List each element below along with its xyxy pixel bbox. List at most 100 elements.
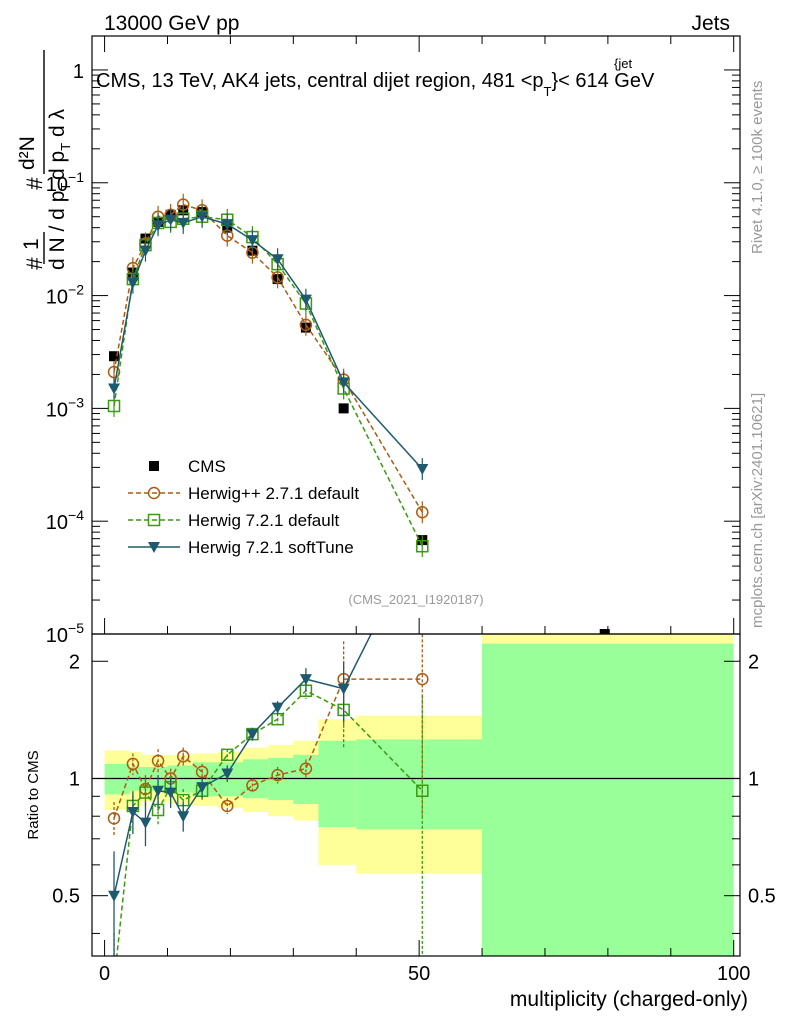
herwigpp-point: [299, 318, 313, 332]
herwig7-softtune-point: [177, 811, 190, 823]
y-tick-label-ratio-right: 0.5: [748, 886, 776, 908]
herwig7-softtune-point: [416, 464, 429, 476]
y-tick-label-ratio-right: 2: [748, 651, 759, 673]
herwigpp-point: [416, 506, 429, 519]
y-tick-label-top: 10−3: [46, 394, 84, 421]
x-tick-label: 100: [717, 963, 750, 985]
herwig7-softtune-point: [108, 890, 121, 902]
cms-data-point: [338, 403, 349, 414]
y-tick-label-top: 10−4: [46, 507, 84, 534]
herwig7-softtune-point: [164, 787, 177, 799]
herwig7-softtune-point: [271, 254, 284, 266]
y-axis-label-top: # 1 d N / d pT # d²N d pT d λ: [16, 50, 73, 270]
cms-data-point: [599, 629, 610, 634]
herwigpp-point: [176, 750, 190, 763]
herwig7-softtune-point: [246, 235, 259, 247]
svg-text:CMS, 13 TeV, AK4 jets, central: CMS, 13 TeV, AK4 jets, central dijet reg…: [96, 70, 655, 99]
energy-label: 13000 GeV pp: [104, 12, 239, 35]
cms-data-point: [109, 351, 120, 362]
herwig7-softtune-point: [139, 245, 152, 257]
x-axis-label: multiplicity (charged-only): [510, 988, 748, 1011]
herwig7-default-point: [416, 539, 429, 553]
herwig7-softtune-point: [126, 807, 139, 819]
green-band-bin: [482, 643, 734, 956]
title-main: CMS, 13 TeV, AK4 jets, central dijet reg…: [96, 70, 544, 92]
legend-label: Herwig 7.2.1 softTune: [188, 538, 354, 557]
herwigpp-point: [416, 672, 429, 686]
cms-data-point: [149, 461, 159, 471]
y-tick-label-ratio: 2: [69, 651, 80, 673]
herwig7-softtune-point: [221, 219, 234, 231]
herwig7-softtune-point: [271, 702, 284, 714]
title-tail: }< 614 GeV: [551, 70, 655, 92]
svg-text:d²N: d²N: [16, 136, 39, 170]
green-band-bin: [104, 763, 130, 795]
herwig7-default-point: [221, 748, 234, 762]
svg-text:d pT d λ: d pT d λ: [46, 108, 73, 180]
series-line-top: [113, 203, 423, 513]
herwig7-softtune-point: [139, 817, 152, 829]
svg-text:#: #: [22, 177, 47, 190]
herwig7-default-point: [147, 513, 161, 527]
y-axis-label-ratio: Ratio to CMS: [25, 750, 42, 839]
herwig7-softtune-point: [152, 220, 165, 232]
svg-text:d N / d pT: d N / d pT: [46, 183, 73, 270]
y-tick-label-top: 10−5: [46, 620, 84, 647]
ratio-uncertainty-bands: [92, 634, 740, 956]
herwig7-default-point: [109, 977, 120, 988]
y-tick-label-ratio: 0.5: [52, 886, 80, 908]
herwig7-default-point: [416, 784, 429, 798]
herwig7-softtune-point: [337, 683, 350, 695]
herwig7-default-point: [139, 786, 152, 799]
x-tick-label: 0: [99, 963, 110, 985]
legend: CMS Herwig++ 2.7.1 default Herwig 7.2.1 de…: [128, 457, 359, 557]
green-band-bin: [356, 739, 420, 830]
herwig7-softtune-point: [177, 217, 190, 229]
ratio-plot-frame: [91, 633, 741, 957]
herwig7-softtune-point: [246, 729, 259, 741]
herwigpp-point: [246, 779, 259, 792]
legend-label: Herwig++ 2.7.1 default: [188, 484, 359, 503]
herwig7-default-point: [107, 399, 121, 413]
herwig7-softtune-point: [299, 294, 312, 306]
herwig7-softtune-point: [152, 785, 165, 797]
green-band-bin: [318, 740, 357, 828]
herwig7-softtune-point: [299, 674, 312, 686]
herwigpp-point: [299, 762, 313, 775]
herwigpp-point: [126, 757, 140, 771]
herwig7-softtune-point: [108, 383, 121, 395]
jets-label: Jets: [691, 12, 730, 35]
mcplots-label: mcplots.cern.ch [arXiv:2401.10621]: [749, 393, 766, 628]
axis-ticks: 1 10−1 10−2 10−3 10−4 10−5 0.5 0.5 1 1 2 2 0 50 100: [46, 35, 776, 985]
herwigpp-point: [151, 754, 165, 768]
y-tick-label-ratio-right: 1: [748, 768, 759, 790]
plot-title: CMS, 13 TeV, AK4 jets, central dijet reg…: [96, 56, 655, 99]
x-tick-label: 50: [408, 963, 430, 985]
analysis-id: (CMS_2021_I1920187): [348, 592, 483, 607]
legend-label: CMS: [188, 457, 226, 476]
y-tick-label-top: 10−2: [46, 282, 84, 309]
svg-text:1: 1: [20, 238, 43, 250]
herwig7-softtune-point: [196, 211, 209, 223]
title-subscript: T: [544, 84, 552, 99]
herwigpp-point: [271, 768, 284, 782]
herwigpp-point: [147, 486, 161, 500]
herwig7-softtune-point: [196, 782, 209, 794]
green-band-bin: [419, 739, 483, 830]
ratio-plot-series: [107, 634, 429, 988]
legend-label: Herwig 7.2.1 default: [188, 511, 339, 530]
herwigpp-point: [107, 812, 121, 825]
y-tick-label-ratio: 1: [69, 768, 80, 790]
herwig7-softtune-point: [337, 377, 350, 389]
herwig7-softtune-point: [164, 214, 177, 226]
title-superscript: {jet: [614, 56, 632, 71]
herwigpp-point: [221, 799, 234, 813]
y-tick-label-top: 1: [73, 61, 84, 83]
y-tick-label-top: 10−1: [46, 169, 84, 196]
svg-text:#: #: [22, 257, 47, 270]
herwig7-softtune-point: [148, 542, 160, 553]
rivet-version-label: Rivet 4.1.0, ≥ 100k events: [749, 81, 766, 254]
main-plot-series: [107, 193, 610, 634]
herwig7-softtune-point: [126, 277, 139, 289]
